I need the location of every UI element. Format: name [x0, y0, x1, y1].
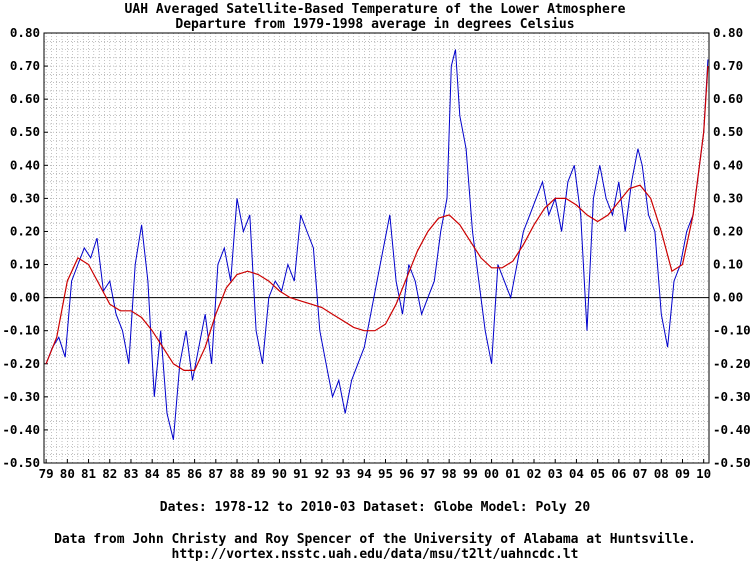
x-tick-label: 80	[60, 466, 75, 481]
x-tick-label: 90	[272, 466, 287, 481]
x-tick-label: 93	[336, 466, 351, 481]
y-tick-label-right: 0.80	[713, 25, 743, 40]
series-monthly-line	[45, 49, 709, 440]
x-tick-label: 85	[166, 466, 181, 481]
x-tick-label: 06	[611, 466, 626, 481]
series-group	[45, 49, 709, 440]
plot-frame	[43, 32, 710, 464]
footer-url: http://vortex.nsstc.uah.edu/data/msu/t2l…	[172, 547, 579, 562]
y-tick-label-right: -0.40	[713, 422, 750, 437]
y-tick-label-right: 0.50	[713, 124, 743, 139]
x-tick-label: 86	[187, 466, 202, 481]
x-tick-label: 05	[590, 466, 605, 481]
y-tick-label: -0.40	[2, 422, 40, 437]
x-tick-label: 79	[39, 466, 54, 481]
y-tick-label-right: -0.20	[713, 356, 750, 371]
y-tick-label-right: -0.30	[713, 389, 750, 404]
y-tick-label-right: 0.20	[713, 223, 743, 238]
y-axis-right: 0.80 0.70 0.60 0.50 0.40 0.30 0.20 0.10 0.00 -0.1…	[713, 25, 750, 470]
y-tick-label: -0.30	[2, 389, 40, 404]
y-tick-label-right: 0.60	[713, 91, 743, 106]
y-tick-label-right: 0.30	[713, 190, 743, 205]
x-tick-label: 02	[526, 466, 541, 481]
x-tick-label: 09	[675, 466, 690, 481]
x-tick-label: 96	[399, 466, 414, 481]
x-tick-label: 94	[357, 466, 372, 481]
footer-credit: Data from John Christy and Roy Spencer o…	[54, 532, 696, 547]
y-tick-label-right: 0.70	[713, 58, 743, 73]
y-tick-label: 0.00	[10, 290, 40, 305]
chart-subtitle: Departure from 1979-1998 average in degr…	[175, 17, 574, 32]
x-tick-label: 98	[442, 466, 457, 481]
y-tick-label: -0.10	[2, 323, 40, 338]
x-tick-label: 01	[505, 466, 520, 481]
x-tick-label: 04	[569, 466, 584, 481]
x-tick-label: 99	[463, 466, 478, 481]
x-tick-label: 88	[229, 466, 244, 481]
x-tick-label: 10	[696, 466, 711, 481]
footer-dates: Dates: 1978-12 to 2010-03 Dataset: Globe…	[160, 500, 591, 515]
y-tick-label-right: -0.10	[713, 323, 750, 338]
y-tick-label-right: 0.40	[713, 157, 743, 172]
x-tick-label: 03	[548, 466, 563, 481]
y-tick-label: 0.10	[10, 257, 40, 272]
y-tick-label-right: 0.00	[713, 290, 743, 305]
y-axis-left: 0.80 0.70 0.60 0.50 0.40 0.30 0.20 0.10 0.00 -0.1…	[2, 25, 48, 470]
x-tick-label: 81	[81, 466, 96, 481]
y-tick-label: 0.40	[10, 157, 40, 172]
y-tick-label: 0.80	[10, 25, 40, 40]
x-tick-label: 92	[314, 466, 329, 481]
x-tick-label: 89	[251, 466, 266, 481]
y-tick-label: -0.50	[2, 455, 40, 470]
y-tick-label: 0.70	[10, 58, 40, 73]
y-tick-label-right: -0.50	[713, 455, 750, 470]
x-tick-label: 00	[484, 466, 499, 481]
y-tick-label: 0.50	[10, 124, 40, 139]
y-tick-label-right: 0.10	[713, 257, 743, 272]
chart-title: UAH Averaged Satellite-Based Temperature…	[125, 2, 626, 17]
series-poly-fit-line	[45, 66, 709, 371]
y-tick-label: 0.30	[10, 190, 40, 205]
x-axis: 79 80 81 82 83 84 85 86 87 88 89 90 91 92 93 94 95 96 97 98…	[39, 459, 711, 481]
x-tick-label: 87	[208, 466, 223, 481]
x-tick-label: 83	[123, 466, 138, 481]
x-tick-label: 91	[293, 466, 308, 481]
x-tick-label: 97	[420, 466, 435, 481]
y-tick-label: -0.20	[2, 356, 40, 371]
y-tick-label: 0.20	[10, 223, 40, 238]
x-tick-label: 08	[654, 466, 669, 481]
x-tick-label: 07	[633, 466, 648, 481]
y-tick-label: 0.60	[10, 91, 40, 106]
x-tick-label: 84	[145, 466, 160, 481]
grid	[44, 32, 709, 464]
x-tick-label: 95	[378, 466, 393, 481]
x-tick-label: 82	[102, 466, 117, 481]
